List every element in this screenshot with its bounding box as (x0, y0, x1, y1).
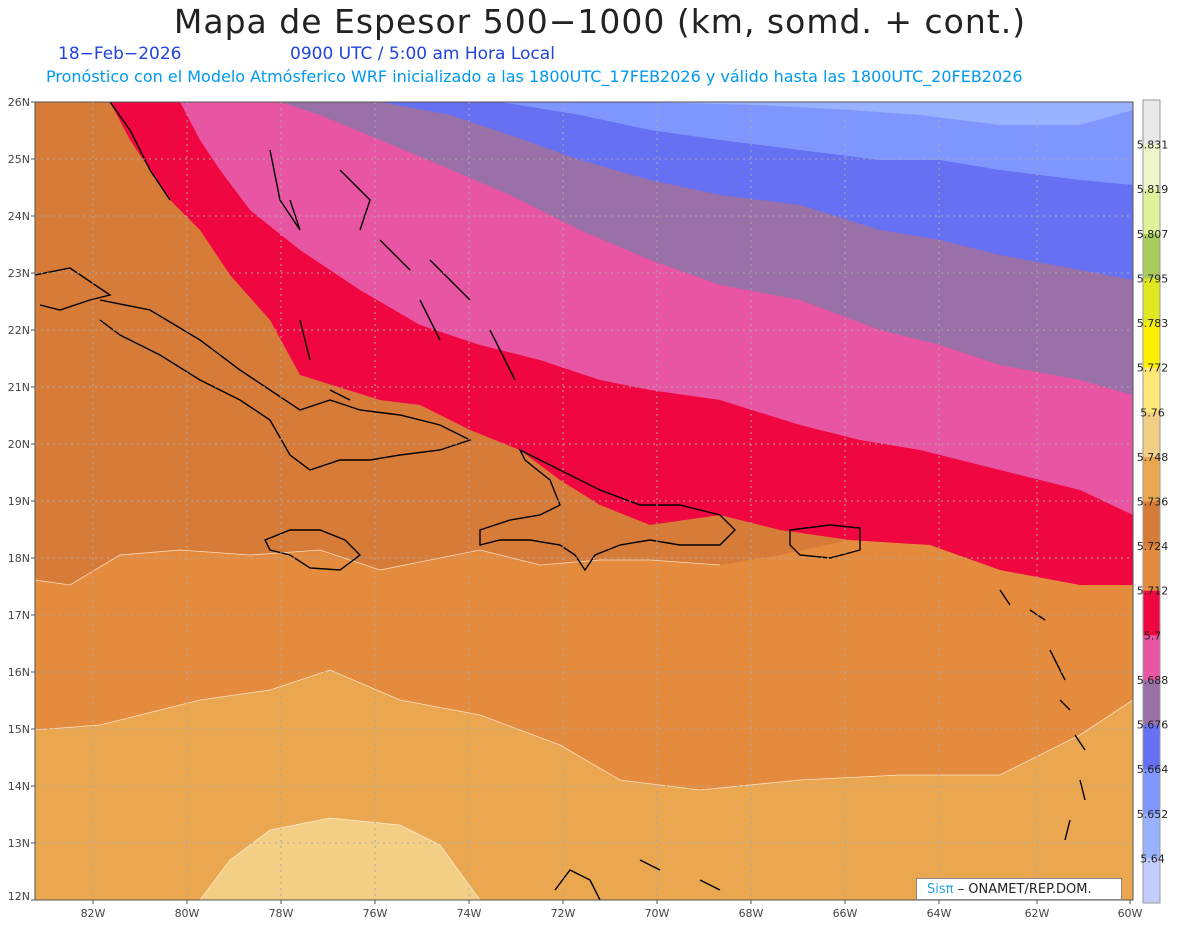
lat-label: 14N (8, 780, 30, 793)
legend-swatch (1143, 323, 1160, 369)
hispaniola-coastline (479, 448, 736, 572)
legend-swatch (1143, 635, 1160, 681)
lon-label: 70W (645, 907, 670, 920)
legend-level-label: 5.748 (1137, 451, 1169, 464)
legend-swatch (1143, 367, 1160, 413)
color-legend: 5.831 5.819 5.807 5.795 5.783 5.772 5.76 5.748 5… (1137, 99, 1169, 904)
longitude-axis: 82W 80W 78W 76W 74W 72W 70W 68W 66W 64W … (81, 907, 1143, 920)
bahamas-coastline (269, 149, 516, 401)
graticule (35, 102, 1133, 900)
lon-label: 76W (363, 907, 388, 920)
lat-label: 22N (8, 324, 30, 337)
map-title: Mapa de Espesor 500−1000 (km, somd. + co… (173, 2, 1027, 41)
legend-level-label: 5.783 (1137, 317, 1169, 330)
credit-brand: Sisπ (927, 882, 954, 897)
lat-label: 26N (8, 96, 30, 109)
lat-label: 16N (8, 666, 30, 679)
lon-label: 78W (269, 907, 294, 920)
legend-swatch (1143, 189, 1160, 235)
band-5748 (200, 818, 480, 900)
lat-label: 12N (8, 890, 30, 903)
legend-level-label: 5.807 (1137, 228, 1169, 241)
lon-label: 60W (1118, 907, 1143, 920)
lat-label: 25N (8, 153, 30, 166)
lat-label: 13N (8, 837, 30, 850)
lon-label: 66W (833, 907, 858, 920)
florida-coastline (109, 102, 171, 201)
legend-swatch (1143, 144, 1160, 190)
legend-swatch (1143, 679, 1160, 726)
legend-swatch (1143, 769, 1160, 815)
lat-label: 23N (8, 267, 30, 280)
legend-frame (1142, 99, 1161, 904)
legend-level-label: 5.831 (1137, 139, 1169, 152)
lat-label: 18N (8, 552, 30, 565)
lon-label: 72W (551, 907, 576, 920)
legend-level-label: 5.7 (1144, 629, 1162, 642)
legend-swatch (1143, 858, 1160, 904)
legend-swatch (1143, 813, 1160, 859)
band-5640 (640, 102, 1133, 125)
forecast-date: 18−Feb−2026 (58, 44, 182, 64)
latitude-axis: 26N 25N 24N 23N 22N 21N 20N 19N 18N 17N … (8, 96, 30, 903)
band-5652 (500, 102, 1133, 185)
contour-lines (35, 549, 1133, 900)
legend-level-label: 5.819 (1137, 183, 1169, 196)
legend-swatch (1143, 456, 1160, 502)
legend-level-label: 5.772 (1137, 362, 1169, 375)
legend-level-label: 5.76 (1140, 406, 1165, 419)
legend-level-label: 5.688 (1137, 674, 1169, 687)
legend-level-label: 5.736 (1137, 496, 1169, 509)
legend-level-label: 5.676 (1137, 719, 1169, 732)
model-info: Pronóstico con el Modelo Atmósferico WRF… (46, 67, 1023, 86)
forecast-time: 0900 UTC / 5:00 am Hora Local (290, 44, 555, 64)
legend-level-label: 5.652 (1137, 808, 1169, 821)
legend-level-label: 5.724 (1137, 540, 1169, 553)
lat-label: 20N (8, 438, 30, 451)
legend-level-label: 5.795 (1137, 272, 1169, 285)
legend-swatch (1143, 233, 1160, 279)
lon-label: 74W (457, 907, 482, 920)
lon-label: 68W (739, 907, 764, 920)
legend-swatch (1143, 501, 1160, 547)
jamaica-coastline (264, 529, 362, 571)
venezuela-coastline (554, 859, 721, 900)
legend-level-label: 5.712 (1137, 585, 1169, 598)
legend-swatch (1143, 546, 1160, 592)
legend-level-label: 5.64 (1140, 852, 1165, 865)
lat-label: 24N (8, 210, 30, 223)
cuba-coastline (35, 267, 472, 471)
lon-label: 80W (175, 907, 200, 920)
legend-swatch (1143, 100, 1160, 146)
credit-box: Sisπ – ONAMET/REP.DOM. (916, 878, 1122, 900)
lat-label: 15N (8, 723, 30, 736)
lat-label: 17N (8, 609, 30, 622)
lon-label: 82W (81, 907, 106, 920)
lon-label: 64W (927, 907, 952, 920)
thickness-fields (35, 102, 1133, 900)
lat-label: 21N (8, 381, 30, 394)
legend-swatch (1143, 412, 1160, 458)
lat-label: 19N (8, 495, 30, 508)
axis-ticks (31, 101, 1131, 904)
legend-swatch (1143, 590, 1160, 636)
legend-level-label: 5.664 (1137, 763, 1169, 776)
credit-text: – ONAMET/REP.DOM. (953, 882, 1092, 897)
legend-swatch (1143, 724, 1160, 770)
legend-swatch (1143, 278, 1160, 324)
lon-label: 62W (1025, 907, 1050, 920)
coastlines (35, 102, 1086, 900)
